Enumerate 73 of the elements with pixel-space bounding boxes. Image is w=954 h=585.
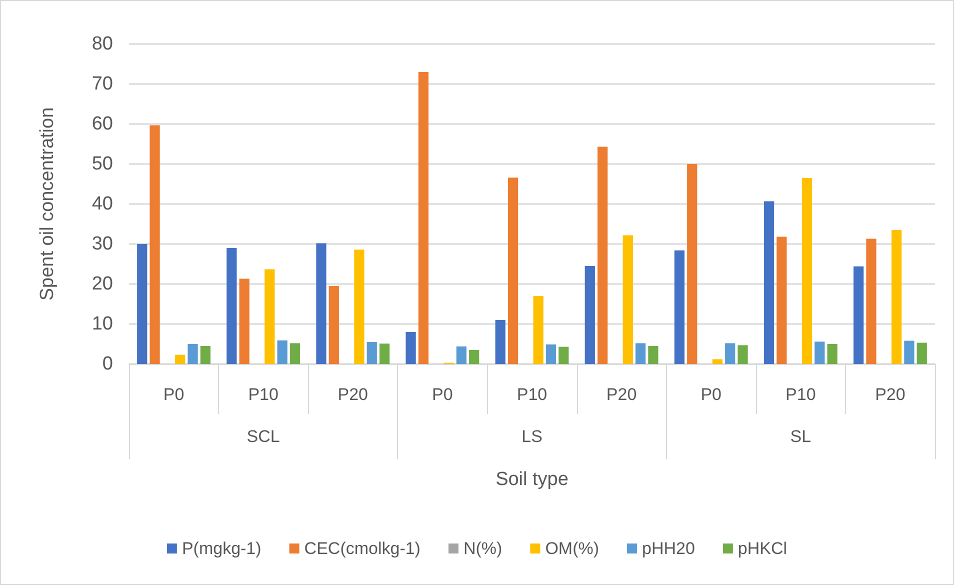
bar: [725, 343, 736, 364]
text: SCL: [246, 427, 280, 446]
bar: [776, 236, 787, 364]
x-tick-label: P20: [606, 385, 637, 404]
x-tick-label: P10: [516, 385, 548, 404]
bar: [546, 344, 556, 364]
bar: [200, 346, 210, 364]
y-tick-label: 50: [92, 154, 113, 174]
bar: [316, 243, 326, 364]
bar: [854, 266, 864, 364]
bar: [814, 342, 825, 364]
bar: [687, 164, 698, 364]
legend-label: N(%): [463, 539, 502, 558]
y-tick-label: 30: [92, 234, 113, 254]
x-tick-label: P20: [875, 385, 906, 404]
y-tick-label: 80: [92, 34, 113, 54]
bar: [712, 359, 723, 364]
bar: [277, 340, 288, 364]
bar: [366, 342, 377, 364]
legend-label: CEC(cmolkg-1): [304, 539, 420, 558]
bar: [290, 343, 300, 364]
text: SL: [790, 427, 812, 446]
y-axis-title: Spent oil concentration: [37, 107, 58, 301]
bar: [891, 230, 902, 364]
x-tick-label: P0: [700, 385, 722, 404]
x-tick-label: P20: [338, 385, 368, 404]
bar: [598, 146, 608, 364]
bar: [764, 201, 774, 364]
bar: [239, 278, 250, 364]
bar: [188, 344, 198, 364]
bar: [264, 269, 275, 364]
bar: [584, 266, 595, 364]
bar: [558, 346, 569, 364]
bar: [175, 354, 186, 364]
legend-label: P(mgkg-1): [182, 539, 262, 558]
y-tick-label: 40: [92, 194, 113, 214]
y-tick-label: 0: [102, 354, 113, 374]
legend-label: OM(%): [545, 539, 600, 558]
bar: [738, 345, 748, 364]
x-tick-label: P10: [786, 385, 816, 404]
bar: [866, 238, 876, 364]
y-tick-label: 20: [92, 274, 113, 294]
bar: [354, 250, 364, 364]
y-tick-label: 60: [92, 114, 113, 134]
x-axis-title: Soil type: [496, 469, 568, 490]
bar: [674, 250, 685, 364]
bar: [379, 344, 390, 364]
bar: [648, 346, 658, 364]
text: LS: [522, 427, 542, 446]
y-tick-label: 10: [92, 314, 113, 334]
bar: [802, 178, 812, 364]
bar: [469, 350, 480, 364]
bar: [508, 178, 518, 364]
legend-label: pHH20: [642, 539, 695, 558]
bar: [916, 342, 927, 364]
bar: [456, 346, 466, 364]
bar: [827, 344, 838, 364]
x-tick-label: P0: [163, 385, 184, 404]
bar: [418, 72, 429, 364]
bar: [495, 320, 506, 364]
bar: [406, 332, 416, 364]
x-tick-label: P0: [432, 385, 453, 404]
bar: [622, 235, 633, 364]
bar: [150, 125, 160, 364]
bar: [904, 340, 914, 364]
bar: [137, 244, 148, 364]
bar: [533, 296, 544, 364]
legend-label: pHKCl: [738, 539, 788, 558]
bar: [635, 343, 646, 364]
y-tick-label: 70: [92, 74, 113, 94]
bar: [328, 286, 339, 364]
x-tick-label: P10: [248, 385, 278, 404]
bar: [226, 248, 237, 364]
